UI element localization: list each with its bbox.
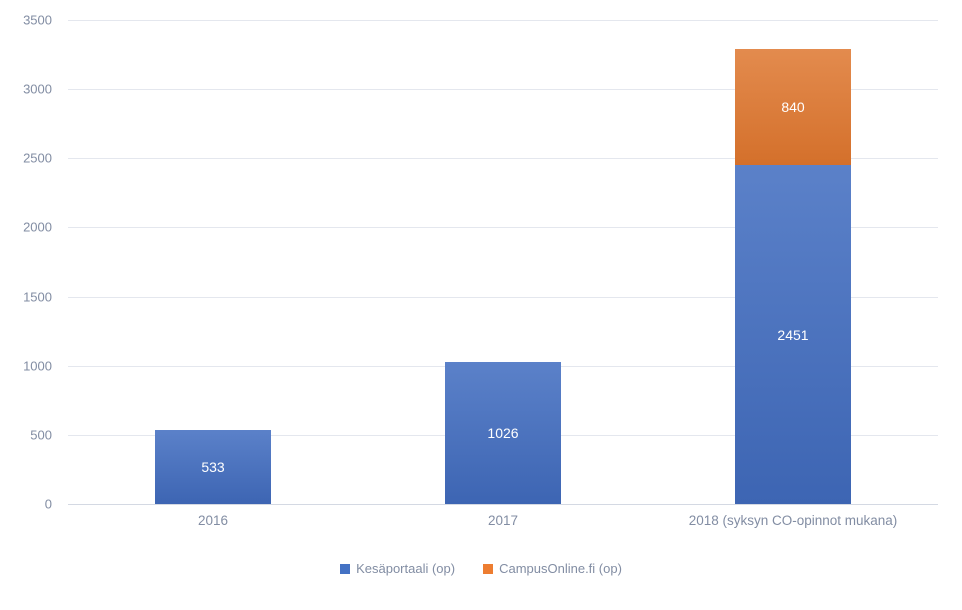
y-tick-label: 1000 (23, 358, 52, 374)
legend-label: Kesäportaali (op) (356, 561, 456, 576)
data-label: 2451 (777, 326, 809, 343)
legend-item: Kesäportaali (op) (340, 561, 455, 576)
data-label: 533 (201, 459, 225, 476)
y-tick-label: 2000 (23, 219, 52, 235)
gridline-3000 (68, 89, 938, 91)
bar-segment: 1026 (445, 362, 561, 504)
gridline-2500 (68, 158, 938, 160)
y-tick-label: 3500 (23, 12, 52, 28)
gridline-3500 (68, 20, 938, 21)
legend-label: CampusOnline.fi (op) (499, 561, 622, 576)
legend-swatch-icon (340, 563, 351, 574)
legend-swatch-icon (483, 563, 494, 574)
data-label: 1026 (487, 425, 519, 442)
bar-segment: 2451 (735, 165, 851, 504)
bar-segment: 533 (155, 430, 271, 504)
gridline-1500 (68, 296, 938, 298)
bar-segment: 840 (735, 48, 851, 166)
legend: Kesäportaali (op) CampusOnline.fi (op) (0, 561, 962, 576)
y-tick-label: 1500 (23, 289, 52, 305)
data-label: 840 (781, 98, 805, 115)
y-tick-label: 500 (30, 427, 52, 443)
gridline-0 (68, 504, 938, 505)
y-tick-label: 0 (44, 496, 52, 512)
legend-item: CampusOnline.fi (op) (483, 561, 622, 576)
gridline-2000 (68, 227, 938, 229)
y-tick-label: 2500 (23, 150, 52, 166)
y-tick-label: 3000 (23, 81, 52, 97)
